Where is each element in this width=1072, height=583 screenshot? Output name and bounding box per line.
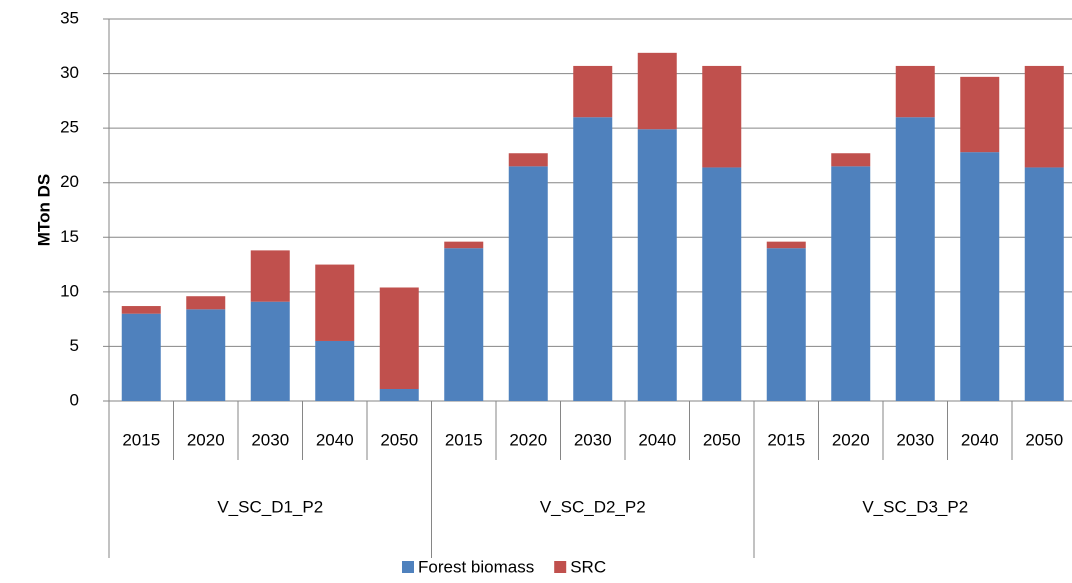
legend-label: Forest biomass (418, 557, 534, 576)
bar-segment (315, 340, 355, 401)
bar-segment (637, 52, 677, 130)
y-tick-label: 30 (60, 63, 79, 82)
bar-segment (831, 153, 871, 167)
x-tick-label: 2015 (767, 430, 805, 449)
bar-segment (379, 287, 419, 389)
bar-segment (1024, 65, 1064, 168)
bar-segment (121, 306, 161, 314)
x-tick-label: 2020 (832, 430, 870, 449)
y-tick-label: 0 (70, 390, 79, 409)
bar-segment (766, 248, 806, 401)
bar-segment (1024, 167, 1064, 401)
bar-segment (702, 167, 742, 401)
group-label: V_SC_D2_P2 (540, 497, 646, 516)
bar-segment (444, 241, 484, 249)
x-tick-label: 2030 (251, 430, 289, 449)
x-tick-label: 2050 (1025, 430, 1063, 449)
y-tick-label: 35 (60, 8, 79, 27)
legend-swatch (554, 561, 567, 573)
bar-segment (121, 313, 161, 401)
bar-segment (573, 117, 613, 401)
bar-segment (250, 301, 290, 401)
x-tick-label: 2030 (574, 430, 612, 449)
x-tick-label: 2015 (122, 430, 160, 449)
bar-segment (379, 388, 419, 401)
y-tick-label: 25 (60, 118, 79, 137)
y-tick-label: 20 (60, 172, 79, 191)
bar-segment (637, 129, 677, 401)
x-tick-label: 2050 (380, 430, 418, 449)
bar-segment (186, 309, 226, 401)
y-axis-title: MTon DS (34, 174, 53, 246)
x-tick-label: 2050 (703, 430, 741, 449)
y-tick-label: 15 (60, 227, 79, 246)
legend-swatch (402, 561, 414, 573)
x-tick-label: 2040 (638, 430, 676, 449)
bar-segment (702, 65, 742, 168)
x-tick-label: 2015 (445, 430, 483, 449)
bar-segment (960, 152, 1000, 401)
bar-segment (766, 241, 806, 249)
bar-segment (895, 117, 935, 401)
bar-segment (573, 65, 613, 118)
bar-segment (444, 248, 484, 401)
bar-segment (508, 166, 548, 401)
y-tick-label: 10 (60, 281, 79, 300)
bar-segment (895, 65, 935, 118)
y-tick-label: 5 (70, 336, 79, 355)
bar-segment (315, 264, 355, 341)
x-tick-label: 2020 (187, 430, 225, 449)
x-tick-label: 2040 (316, 430, 354, 449)
x-tick-label: 2040 (961, 430, 999, 449)
bar-segment (508, 153, 548, 167)
x-tick-label: 2030 (896, 430, 934, 449)
x-tick-label: 2020 (509, 430, 547, 449)
group-label: V_SC_D1_P2 (217, 497, 323, 516)
group-label: V_SC_D3_P2 (862, 497, 968, 516)
bar-segment (831, 166, 871, 401)
legend-label: SRC (570, 557, 606, 576)
bar-segment (250, 250, 290, 302)
bar-segment (960, 76, 1000, 153)
bar-segment (186, 296, 226, 310)
